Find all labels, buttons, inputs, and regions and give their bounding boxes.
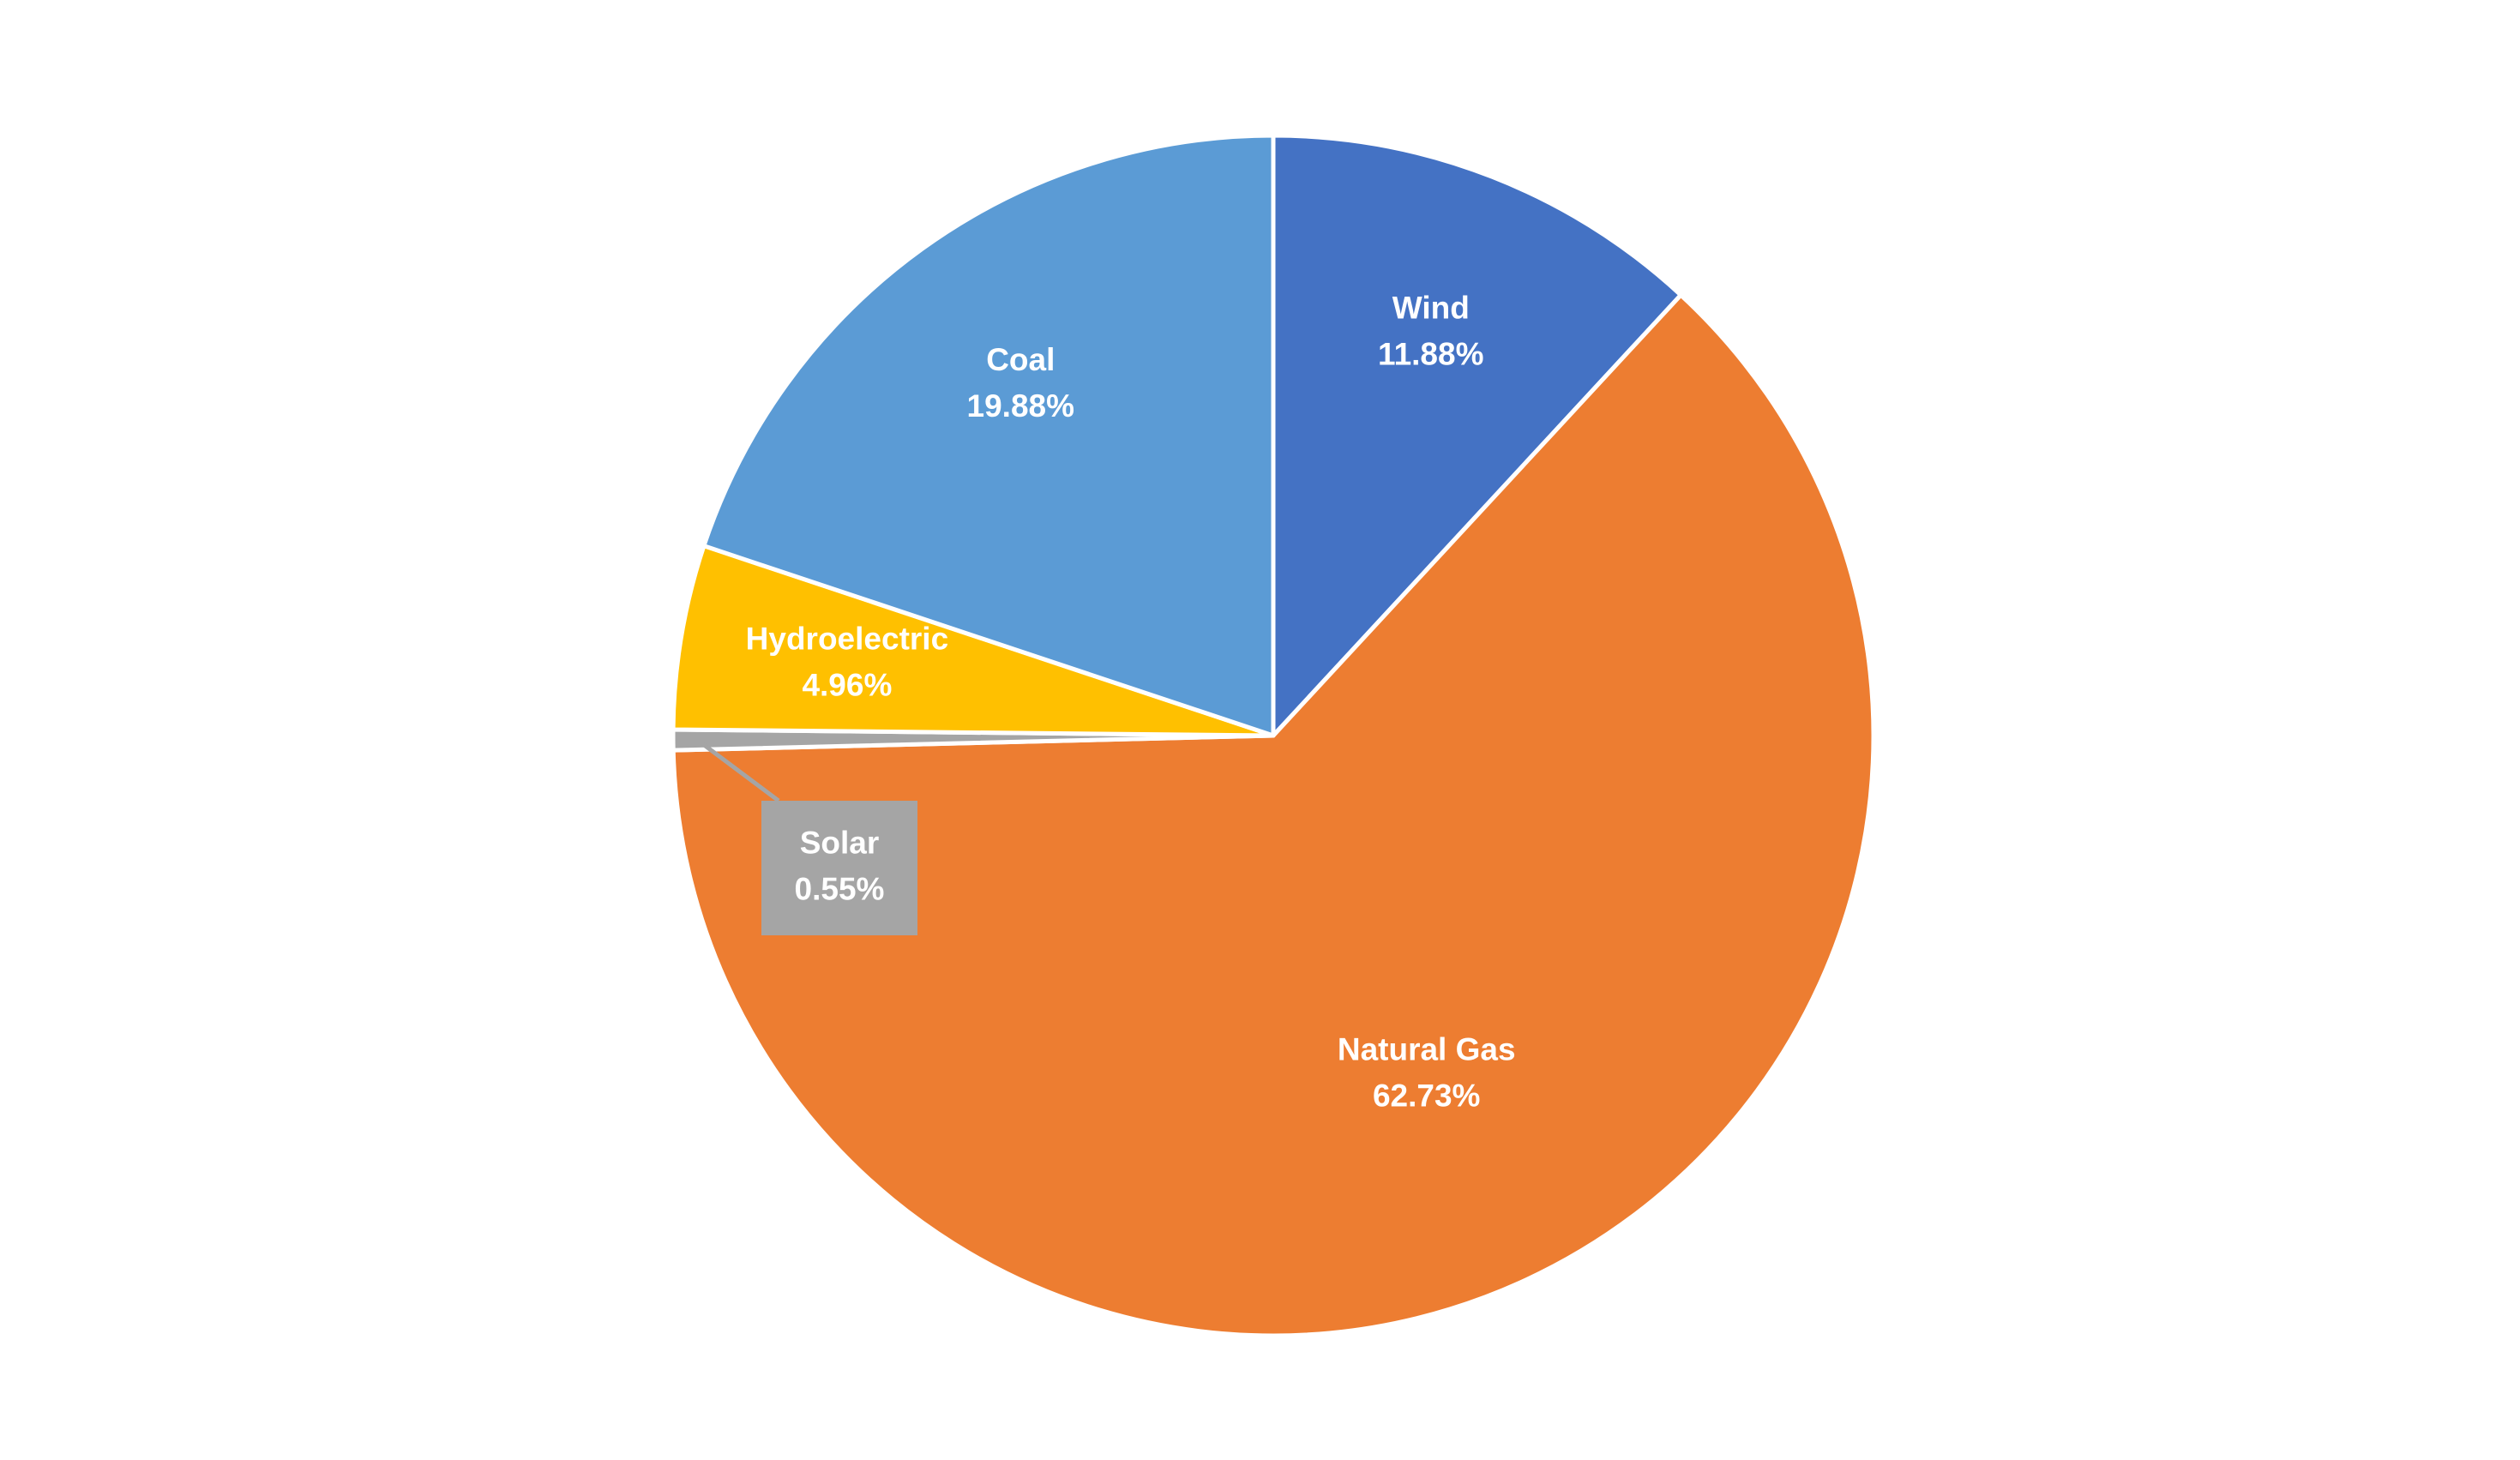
slice-value-label: 4.96%	[802, 668, 892, 703]
slice-label: Coal	[986, 342, 1055, 377]
slice-label: Natural Gas	[1338, 1031, 1516, 1066]
pie-slice	[671, 544, 1276, 738]
slice-label: Wind	[1392, 290, 1470, 325]
labels: Wind 11.88% Natural Gas 62.73% Solar 0.55% Hyd…	[695, 290, 1516, 1113]
pie-slice	[701, 133, 1276, 738]
leader-line	[695, 737, 780, 803]
slice-label: Solar	[800, 825, 880, 860]
slice-value-label: 11.88%	[1378, 336, 1483, 371]
slice-label: Hydroelectric	[746, 622, 949, 657]
pie-slice	[671, 292, 1876, 1338]
callout-box	[761, 801, 917, 935]
slice-value-label: 62.73%	[1373, 1078, 1481, 1113]
slice-value-label: 0.55%	[795, 871, 885, 906]
pie	[671, 133, 1876, 1338]
pie-slice	[1271, 133, 1683, 738]
slice-value-label: 19.88%	[967, 388, 1075, 424]
